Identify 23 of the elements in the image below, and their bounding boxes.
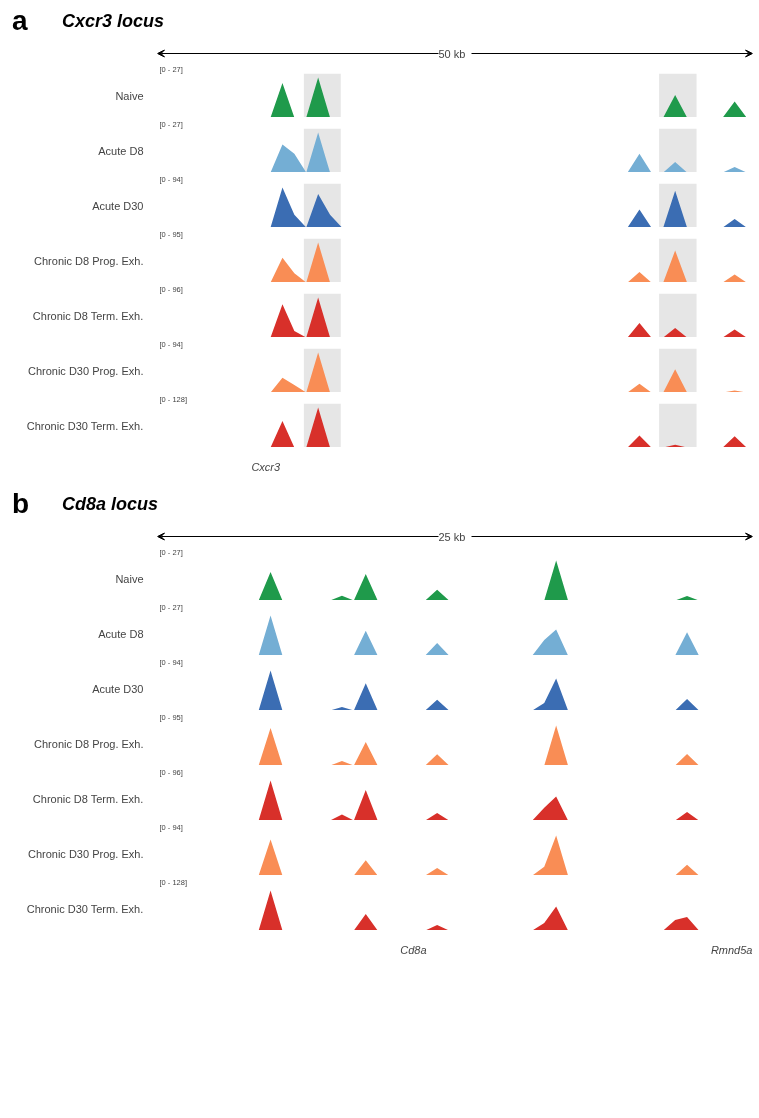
text: b [12,488,30,519]
y-axis-title: Chronic D30 Prog. Exh. [27,847,144,860]
y-axis-title: Acute D30 [92,682,144,695]
chart-title: Cxcr3 locus [62,11,165,31]
chart-title: Cd8a locus [62,494,159,514]
text: a [12,5,28,36]
text: 50 kb [438,47,466,60]
y-axis-title: Chronic D8 Term. Exh. [32,309,144,322]
y-axis-title: Chronic D30 Term. Exh. [26,419,144,432]
y-axis-title: Acute D30 [92,199,144,212]
y-axis-title: Naive [115,572,144,585]
y-axis-title: Naive [115,89,144,102]
y-axis-title: Acute D8 [98,144,144,157]
y-axis-title: Chronic D30 Prog. Exh. [27,364,144,377]
y-axis-title: Chronic D8 Term. Exh. [32,792,144,805]
text: Rmnd5a [710,944,753,957]
y-axis-title: Acute D8 [98,627,144,640]
text: Cd8a [400,944,427,957]
text: Cxcr3 [251,461,282,474]
y-axis-title: Chronic D8 Prog. Exh. [34,737,144,750]
y-axis-title: Chronic D30 Term. Exh. [26,902,144,915]
y-axis-title: Chronic D8 Prog. Exh. [34,254,144,267]
text: 25 kb [438,530,466,543]
